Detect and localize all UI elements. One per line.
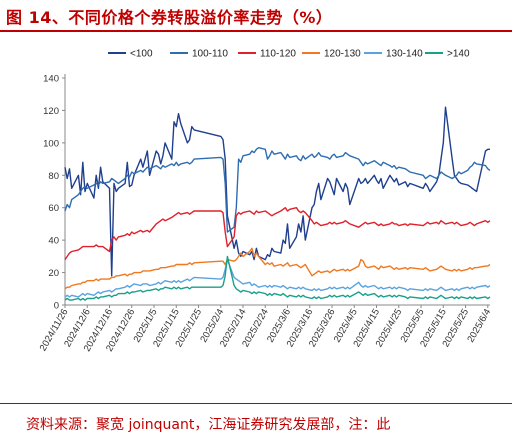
series-line [64,206,491,260]
source-note: 资料来源：聚宽 joinquant，江海证券研究发展部，注：此 [26,417,391,433]
series-line [64,255,491,301]
y-tick-label: 40 [48,236,59,247]
title-divider [0,30,512,32]
legend-label: 120-130 [324,49,361,60]
y-tick-label: 0 [54,301,59,312]
y-tick-label: 120 [43,106,59,117]
legend-label: >140 [447,49,470,60]
y-tick-label: 80 [48,171,59,182]
series-line [64,258,491,298]
figure-title: 图 14、不同价格个券转股溢价率走势（%） [6,8,333,27]
legend-label: <100 [130,49,153,60]
series-line [64,146,491,233]
y-tick-label: 20 [48,268,59,279]
y-tick-label: 100 [43,138,59,149]
y-tick-label: 140 [43,74,59,85]
series-line [64,247,491,290]
legend-label: 110-120 [260,49,296,60]
series-line [64,106,490,277]
legend-label: 130-140 [386,49,423,60]
footer-divider [0,403,512,404]
legend-label: 100-110 [192,49,228,60]
y-tick-label: 60 [48,203,59,214]
